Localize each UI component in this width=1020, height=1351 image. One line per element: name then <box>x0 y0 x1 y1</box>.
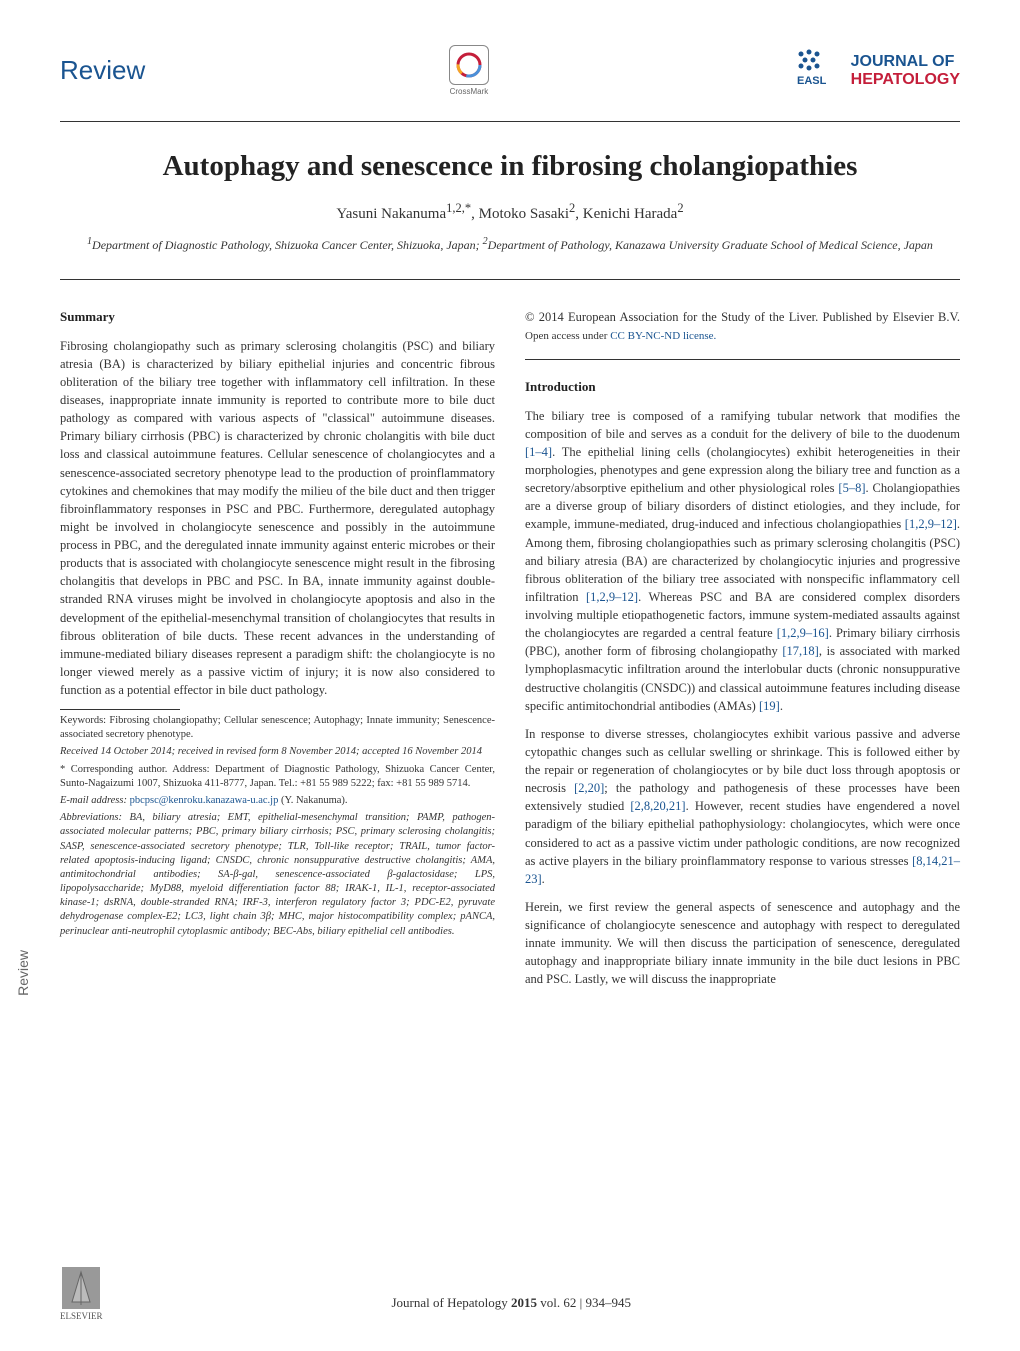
footer-citation: Journal of Hepatology 2015 vol. 62 | 934… <box>103 1295 921 1321</box>
corresponding-author: * Corresponding author. Address: Departm… <box>60 763 495 791</box>
summary-text: Fibrosing cholangiopathy such as primary… <box>60 337 495 700</box>
elsevier-logo: ELSEVIER <box>60 1267 103 1321</box>
journal-name: JOURNAL OF HEPATOLOGY <box>851 53 960 88</box>
section-rule <box>525 359 960 360</box>
summary-heading: Summary <box>60 308 495 327</box>
footnote-divider <box>60 709 180 710</box>
license-link[interactable]: CC BY-NC-ND license. <box>610 330 716 342</box>
article-title: Autophagy and senescence in fibrosing ch… <box>60 150 960 183</box>
journal-line1: JOURNAL OF <box>851 53 960 71</box>
svg-text:EASL: EASL <box>797 75 827 87</box>
abbreviations: Abbreviations: BA, biliary atresia; EMT,… <box>60 811 495 939</box>
affiliations: 1Department of Diagnostic Pathology, Shi… <box>60 235 960 254</box>
side-tab-review: Review <box>15 950 31 996</box>
elsevier-tree-icon <box>62 1267 100 1309</box>
intro-para-1: The biliary tree is composed of a ramify… <box>525 407 960 715</box>
authors: Yasuni Nakanuma1,2,*, Motoko Sasaki2, Ke… <box>60 201 960 223</box>
copyright-line: © 2014 European Association for the Stud… <box>525 308 960 345</box>
footnotes: Keywords: Fibrosing cholangiopathy; Cell… <box>60 714 495 939</box>
crossmark-badge[interactable]: CrossMark <box>449 45 489 96</box>
two-column-body: Summary Fibrosing cholangiopathy such as… <box>60 308 960 999</box>
header-rule <box>60 121 960 122</box>
email-label: E-mail address: <box>60 795 130 806</box>
copyright-text: © 2014 European Association for the Stud… <box>525 310 960 324</box>
title-rule <box>60 279 960 280</box>
page-header: Review CrossMark EASL JOURNAL OF HEPATOL… <box>60 45 960 96</box>
elsevier-text: ELSEVIER <box>60 1311 103 1321</box>
easl-icon: EASL <box>793 46 843 96</box>
introduction-heading: Introduction <box>525 378 960 397</box>
crossmark-icon <box>449 45 489 85</box>
email-link[interactable]: pbcpsc@kenroku.kanazawa-u.ac.jp <box>130 795 279 806</box>
intro-para-2: In response to diverse stresses, cholang… <box>525 725 960 888</box>
license-prefix: Open access under <box>525 330 610 342</box>
email-author: (Y. Nakanuma). <box>278 795 347 806</box>
page-footer: ELSEVIER Journal of Hepatology 2015 vol.… <box>60 1267 960 1321</box>
crossmark-label: CrossMark <box>450 87 489 96</box>
article-dates: Received 14 October 2014; received in re… <box>60 745 495 759</box>
email-line: E-mail address: pbcpsc@kenroku.kanazawa-… <box>60 794 495 808</box>
intro-para-3: Herein, we first review the general aspe… <box>525 898 960 989</box>
journal-line2: HEPATOLOGY <box>851 71 960 89</box>
keywords: Keywords: Fibrosing cholangiopathy; Cell… <box>60 714 495 742</box>
right-column: © 2014 European Association for the Stud… <box>525 308 960 999</box>
left-column: Summary Fibrosing cholangiopathy such as… <box>60 308 495 999</box>
journal-logo: EASL JOURNAL OF HEPATOLOGY <box>793 46 960 96</box>
review-label: Review <box>60 55 145 86</box>
